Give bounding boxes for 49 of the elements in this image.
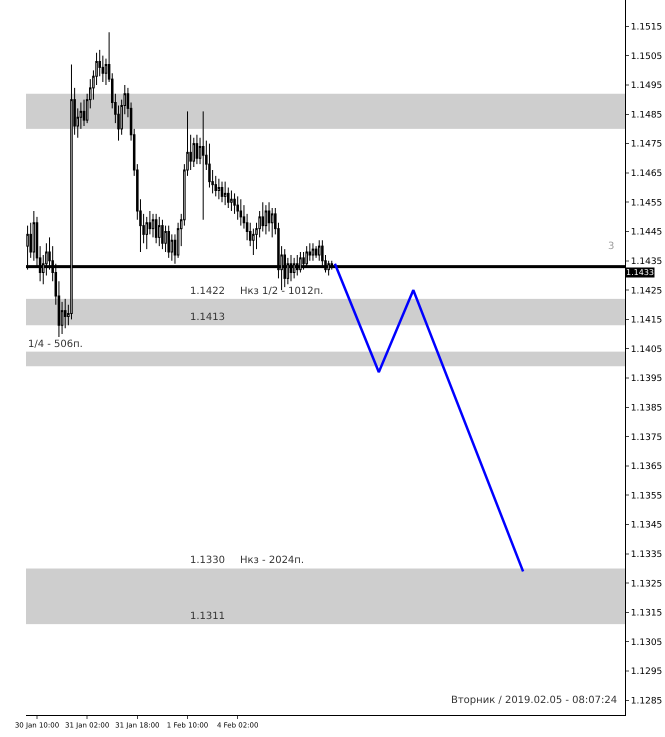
- y-tick-label: 1.1385: [630, 403, 662, 414]
- annotation: Нкз - 2024п.: [240, 555, 304, 566]
- y-tick-label: 1.1335: [630, 550, 662, 560]
- candlestick: [167, 225, 170, 258]
- candlestick: [220, 181, 224, 203]
- annotation: Нкз 1/2 - 1012п.: [240, 286, 324, 297]
- y-tick-label: 1.1455: [630, 198, 662, 208]
- annotation: 1.1330: [190, 555, 225, 566]
- annotation: Вторник / 2019.02.05 - 08:07:24: [451, 695, 618, 706]
- annotation: 1.1413: [190, 312, 225, 323]
- candlestick: [158, 216, 161, 247]
- y-tick-label: 1.1445: [630, 228, 662, 238]
- y-tick-label: 1.1465: [630, 169, 662, 180]
- y-tick-label: 1.1365: [630, 462, 662, 472]
- candlestick: [202, 110, 204, 220]
- candlestick: [196, 134, 198, 165]
- candlestick: [192, 137, 196, 168]
- y-tick-label: 1.1475: [630, 140, 662, 150]
- annotation: 1/4 - 506п.: [28, 339, 83, 350]
- candlestick: [224, 181, 226, 206]
- candlestick: [240, 198, 242, 226]
- y-tick-label: 1.1435: [630, 256, 662, 267]
- y-tick-label: 1.1325: [630, 579, 662, 590]
- y-tick-label: 1.1415: [630, 316, 662, 326]
- y-tick-label: 1.1505: [630, 52, 662, 62]
- line-series: [334, 262, 524, 573]
- y-tick-label: 1.1305: [630, 638, 662, 648]
- y-tick-label: 1.1375: [630, 432, 662, 443]
- y-tick-label: 1.1405: [630, 344, 662, 355]
- y-tick-label: 1.1485: [630, 110, 662, 120]
- annotation: 3: [608, 241, 614, 252]
- candlestick: [312, 242, 314, 262]
- y-tick-label: 1.1285: [630, 696, 662, 706]
- annotation: 1.1311: [190, 611, 225, 622]
- y-tick-label: 1.1395: [630, 374, 662, 384]
- candlestick: [264, 204, 268, 235]
- candlestick: [218, 178, 220, 200]
- candlestick: [154, 213, 158, 244]
- candlestick: [161, 219, 164, 250]
- y-tick-label: 1.1515: [630, 22, 662, 33]
- annotation: 1.1422: [190, 286, 225, 297]
- y-tick-label: 1.1315: [630, 608, 662, 619]
- ref-line-label: 1.1433: [626, 268, 654, 277]
- y-tick-label: 1.1425: [630, 286, 662, 296]
- candlestick: [230, 190, 233, 212]
- y-tick-label: 1.1295: [630, 667, 662, 678]
- y-tick-label: 1.1345: [630, 520, 662, 531]
- y-tick-label: 1.1495: [630, 81, 662, 92]
- y-tick-label: 1.1355: [630, 491, 662, 502]
